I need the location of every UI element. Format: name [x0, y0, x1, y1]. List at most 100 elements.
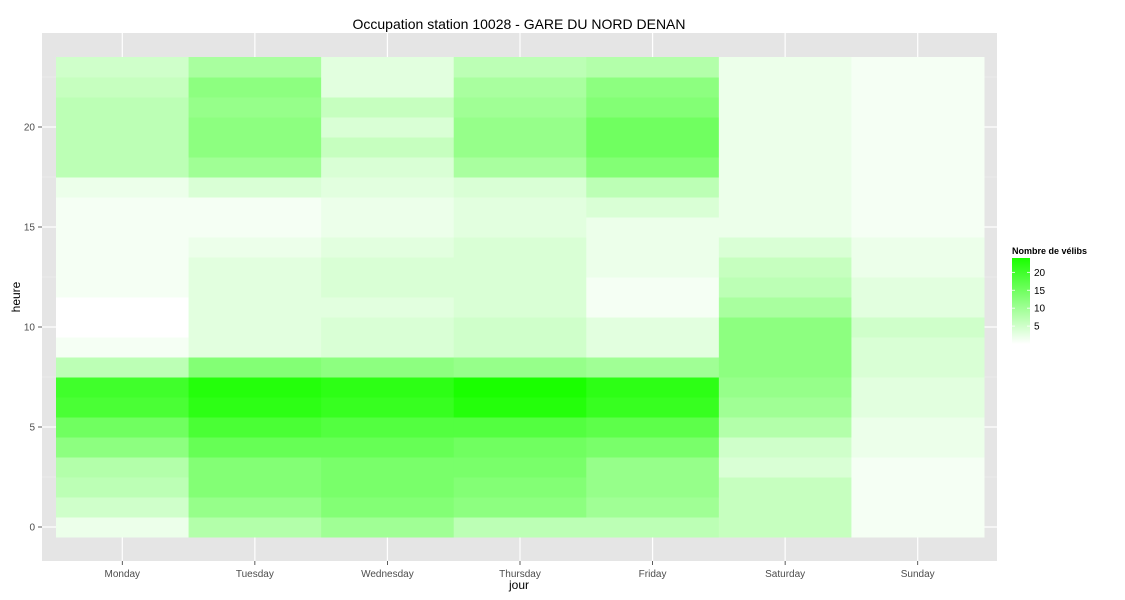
- heatmap-cell: [453, 417, 587, 438]
- heatmap-cell: [56, 97, 190, 118]
- y-tick-label: 0: [29, 523, 35, 534]
- heatmap-cell: [321, 457, 455, 478]
- heatmap-cell: [56, 377, 190, 398]
- heatmap-cell: [851, 377, 985, 398]
- x-tick-label: Friday: [639, 569, 667, 580]
- heatmap-cell: [188, 57, 322, 78]
- heatmap-cell: [188, 257, 322, 278]
- heatmap-cell: [851, 117, 985, 138]
- heatmap-cell: [321, 97, 455, 118]
- heatmap-cell: [56, 417, 190, 438]
- heatmap-cell: [718, 157, 852, 178]
- heatmap-cell: [453, 517, 587, 538]
- heatmap-cell: [851, 397, 985, 418]
- heatmap-cell: [321, 157, 455, 178]
- heatmap-cell: [321, 277, 455, 298]
- heatmap-cell: [188, 457, 322, 478]
- legend-label: 15: [1034, 286, 1046, 297]
- heatmap-cell: [718, 417, 852, 438]
- heatmap-cell: [321, 237, 455, 258]
- heatmap-cell: [453, 357, 587, 378]
- heatmap-cell: [851, 337, 985, 358]
- heatmap-cell: [718, 57, 852, 78]
- legend-colorbar: [1012, 258, 1030, 344]
- heatmap-cell: [851, 457, 985, 478]
- heatmap-cell: [56, 337, 190, 358]
- heatmap-cell: [321, 477, 455, 498]
- heatmap-cell: [56, 297, 190, 318]
- heatmap-cell: [851, 237, 985, 258]
- x-axis-title: jour: [508, 578, 529, 592]
- heatmap-cell: [851, 97, 985, 118]
- heatmap-cell: [718, 477, 852, 498]
- heatmap-cell: [718, 437, 852, 458]
- heatmap-cell: [321, 357, 455, 378]
- heatmap-cell: [453, 237, 587, 258]
- heatmap-cell: [586, 117, 720, 138]
- heatmap-cell: [321, 497, 455, 518]
- heatmap-cell: [718, 297, 852, 318]
- heatmap-cell: [321, 77, 455, 98]
- heatmap-cell: [56, 517, 190, 538]
- heatmap-cell: [321, 197, 455, 218]
- heatmap-cell: [718, 497, 852, 518]
- heatmap-cell: [321, 177, 455, 198]
- heatmap-cell: [586, 57, 720, 78]
- heatmap-cell: [56, 117, 190, 138]
- heatmap-cell: [718, 197, 852, 218]
- x-axis-ticks: Monday Tuesday Wednesday Thursday Friday Satu…: [104, 561, 935, 580]
- x-tick-label: Wednesday: [361, 569, 414, 580]
- heatmap-cell: [321, 517, 455, 538]
- heatmap-cell: [851, 417, 985, 438]
- heatmap-cell: [56, 257, 190, 278]
- heatmap-cell: [453, 457, 587, 478]
- heatmap-cell: [188, 157, 322, 178]
- heatmap-cell: [851, 197, 985, 218]
- x-tick-label: Monday: [104, 569, 140, 580]
- x-tick-label: Thursday: [499, 569, 541, 580]
- heatmap-cell: [453, 217, 587, 238]
- heatmap-cell: [586, 257, 720, 278]
- heatmap-cell: [718, 277, 852, 298]
- heatmap-cell: [188, 217, 322, 238]
- heatmap-cell: [586, 397, 720, 418]
- heatmap-cell: [851, 217, 985, 238]
- heatmap-cell: [321, 57, 455, 78]
- heatmap-cell: [851, 517, 985, 538]
- heatmap-cell: [586, 177, 720, 198]
- heatmap-cell: [453, 137, 587, 158]
- heatmap-cell: [56, 217, 190, 238]
- heatmap-cells: [56, 57, 985, 538]
- heatmap-cell: [321, 117, 455, 138]
- heatmap-cell: [718, 257, 852, 278]
- legend-ticks: 20 15 10 5: [1012, 268, 1046, 333]
- heatmap-cell: [718, 117, 852, 138]
- heatmap-cell: [453, 277, 587, 298]
- heatmap-cell: [718, 377, 852, 398]
- heatmap-cell: [188, 477, 322, 498]
- heatmap-cell: [188, 297, 322, 318]
- heatmap-cell: [188, 197, 322, 218]
- heatmap-cell: [56, 237, 190, 258]
- y-tick-label: 10: [24, 323, 36, 334]
- heatmap-cell: [586, 437, 720, 458]
- heatmap-cell: [851, 77, 985, 98]
- legend-label: 10: [1034, 304, 1046, 315]
- heatmap-cell: [453, 197, 587, 218]
- heatmap-cell: [718, 457, 852, 478]
- heatmap-cell: [56, 457, 190, 478]
- y-tick-label: 5: [29, 423, 35, 434]
- heatmap-cell: [188, 237, 322, 258]
- heatmap-cell: [586, 197, 720, 218]
- heatmap-cell: [188, 177, 322, 198]
- heatmap-cell: [718, 97, 852, 118]
- y-tick-label: 15: [24, 223, 36, 234]
- heatmap-cell: [453, 477, 587, 498]
- heatmap-cell: [188, 417, 322, 438]
- heatmap-cell: [188, 77, 322, 98]
- heatmap-cell: [586, 377, 720, 398]
- heatmap-cell: [586, 457, 720, 478]
- heatmap-cell: [586, 497, 720, 518]
- heatmap-cell: [718, 337, 852, 358]
